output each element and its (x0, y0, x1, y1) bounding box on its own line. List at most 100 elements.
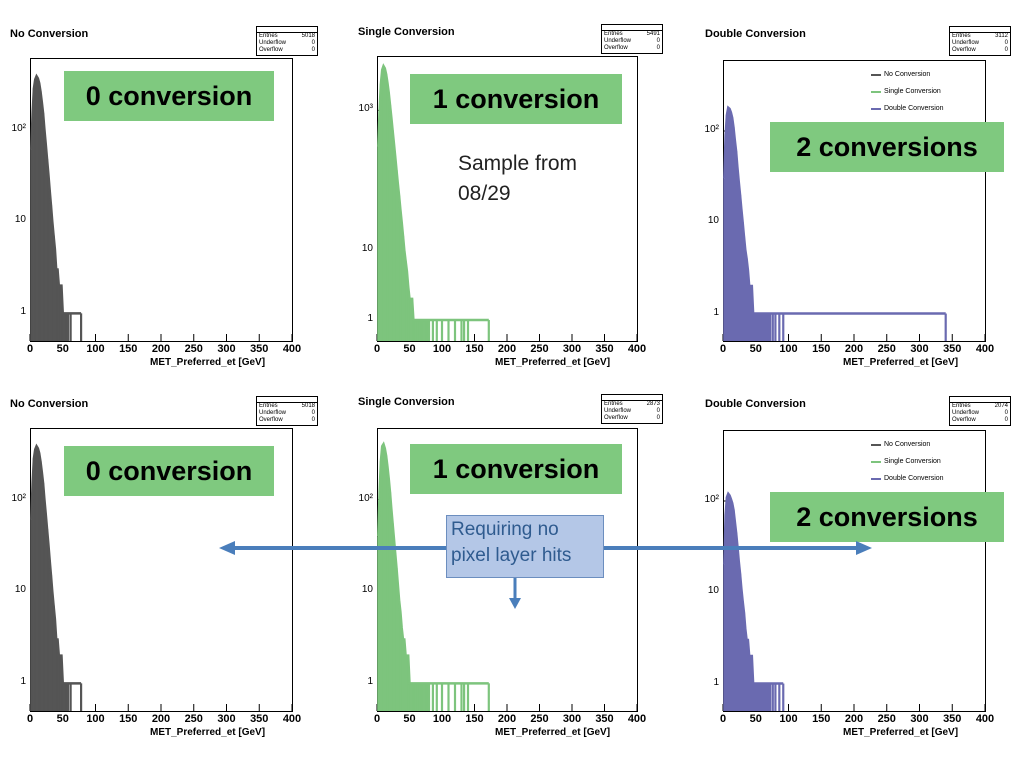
x-tick-label: 400 (282, 343, 302, 355)
stats-row-underflow: Underflow 0 (257, 40, 317, 47)
x-tick-label: 300 (910, 713, 929, 725)
x-axis-title: MET_Preferred_et [GeV] (150, 727, 266, 738)
x-tick-label: 0 (26, 343, 34, 355)
histogram-title: Double Conversion (705, 398, 806, 410)
stats-header (257, 397, 317, 403)
stats-header (602, 25, 662, 31)
x-tick-label: 50 (749, 713, 762, 725)
x-tick-label: 50 (56, 343, 69, 355)
stats-row-underflow: Underflow 0 (257, 410, 317, 417)
stats-value: 2074 (994, 403, 1008, 409)
stats-value: 0 (656, 38, 660, 44)
histogram-plot (722, 60, 986, 342)
x-tick-label: 50 (403, 713, 416, 725)
stats-label: Entries (604, 31, 623, 37)
stats-label: Underflow (604, 408, 632, 414)
stats-box: Entries 5018 Underflow 0 Overflow 0 (256, 26, 318, 56)
histogram-title: Single Conversion (358, 26, 455, 38)
histogram-title: Single Conversion (358, 396, 455, 408)
x-tick-label: 200 (497, 343, 517, 355)
stats-box: Entries 3112 Underflow 0 Overflow 0 (949, 26, 1011, 56)
y-tick-label: 1 (20, 676, 26, 688)
stats-row-entries: Entries 2074 (950, 403, 1010, 410)
x-tick-label: 100 (432, 343, 452, 355)
legend-label: No Conversion (884, 441, 931, 448)
stats-label: Overflow (952, 417, 976, 423)
x-tick-label: 100 (86, 713, 105, 725)
stats-header (950, 397, 1010, 403)
histogram-outline (377, 63, 489, 322)
histogram-plot (29, 428, 293, 712)
legend-swatch (871, 443, 881, 446)
stats-header (257, 27, 317, 33)
stats-label: Overflow (259, 417, 283, 423)
x-tick-label: 350 (595, 343, 614, 355)
stats-label: Entries (259, 403, 278, 409)
stats-value: 0 (311, 40, 315, 46)
stats-value: 0 (656, 415, 660, 421)
x-tick-label: 0 (719, 343, 727, 355)
y-tick-label: 10 (361, 584, 373, 596)
stats-row-overflow: Overflow 0 (257, 417, 317, 424)
x-tick-label: 50 (749, 343, 762, 355)
histogram-outline (30, 443, 82, 685)
sample-note-line1: Sample from (458, 152, 578, 175)
x-tick-label: 0 (26, 713, 34, 725)
legend-swatch (871, 90, 881, 93)
label-2-conversions-bottom: 2 conversions (770, 492, 1004, 542)
stats-row-overflow: Overflow 0 (950, 417, 1010, 424)
stats-value: 0 (1004, 40, 1008, 46)
stats-label: Entries (952, 403, 971, 409)
stats-value: 0 (311, 417, 315, 423)
x-tick-label: 200 (844, 713, 864, 725)
x-tick-label: 250 (877, 343, 896, 355)
stats-label: Overflow (259, 47, 283, 53)
y-tick-label: 10² (704, 124, 719, 135)
x-tick-label: 300 (217, 343, 236, 355)
y-tick-label: 10 (361, 243, 373, 255)
stats-label: Underflow (259, 410, 287, 416)
legend-item: Single Conversion (871, 83, 944, 100)
x-tick-label: 250 (877, 713, 896, 725)
stats-value: 0 (1004, 417, 1008, 423)
y-tick-label: 10 (707, 585, 719, 597)
histogram-outline (723, 105, 946, 315)
y-tick-label: 10 (14, 584, 26, 596)
stats-value: 0 (1004, 410, 1008, 416)
x-tick-label: 100 (432, 713, 452, 725)
label-0-conversion-top: 0 conversion (64, 71, 274, 121)
y-tick-label: 10 (14, 214, 26, 226)
stats-row-underflow: Underflow 0 (950, 410, 1010, 417)
y-tick-label: 1 (713, 306, 719, 318)
stats-value: 0 (656, 45, 660, 51)
legend: No Conversion Single Conversion Double Con… (871, 436, 944, 487)
stats-value: 5491 (646, 31, 660, 37)
stats-row-entries: Entries 5018 (257, 403, 317, 410)
legend-item: Single Conversion (871, 453, 944, 470)
y-tick-label: 10² (358, 492, 373, 504)
stats-label: Entries (259, 33, 278, 39)
y-tick-label: 1 (367, 312, 373, 324)
x-tick-label: 0 (373, 713, 381, 725)
stats-value: 0 (311, 410, 315, 416)
stats-label: Underflow (952, 40, 980, 46)
stats-row-overflow: Overflow 0 (257, 47, 317, 54)
x-tick-label: 200 (497, 713, 517, 725)
x-tick-label: 400 (282, 713, 302, 725)
x-axis-title: MET_Preferred_et [GeV] (495, 357, 611, 368)
stats-box: Entries 5018 Underflow 0 Overflow 0 (256, 396, 318, 426)
stats-box: Entries 5491 Underflow 0 Overflow 0 (601, 24, 663, 54)
legend-item: Double Conversion (871, 100, 944, 117)
stats-row-underflow: Underflow 0 (950, 40, 1010, 47)
legend-label: Double Conversion (884, 105, 944, 112)
stats-label: Underflow (259, 40, 287, 46)
stats-row-underflow: Underflow 0 (602, 408, 662, 415)
stats-row-overflow: Overflow 0 (602, 415, 662, 422)
stats-label: Underflow (604, 38, 632, 44)
histogram-title: No Conversion (10, 398, 89, 410)
label-2-conversions-top: 2 conversions (770, 122, 1004, 172)
stats-row-overflow: Overflow 0 (950, 47, 1010, 54)
x-tick-label: 350 (250, 713, 269, 725)
stats-row-entries: Entries 5018 (257, 33, 317, 40)
histogram-plot (376, 56, 638, 342)
